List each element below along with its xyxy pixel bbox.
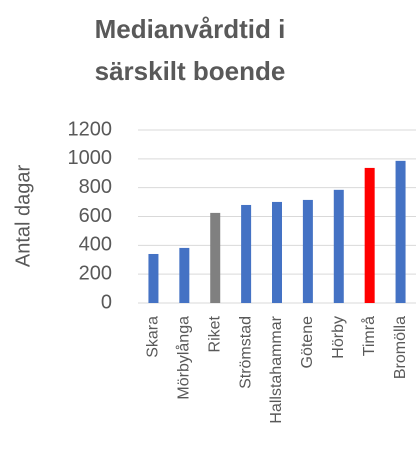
x-tick-label: Strömstad (237, 316, 254, 389)
bar (395, 160, 406, 303)
chart-title: särskilt boende (95, 56, 286, 86)
y-tick-label: 800 (79, 176, 112, 198)
y-tick-label: 400 (79, 234, 112, 256)
y-tick-label: 0 (101, 291, 112, 313)
x-tick-label: Skara (145, 316, 162, 358)
x-tick-label: Timrå (360, 316, 378, 356)
bar (333, 189, 344, 303)
y-tick-label: 1000 (68, 147, 113, 169)
bar (179, 247, 190, 303)
x-tick-label: Mörbylånga (175, 316, 193, 400)
y-axis-label: Antal dagar (12, 165, 34, 268)
bar (302, 199, 313, 303)
x-tick-label: Bromölla (392, 316, 409, 379)
y-tick-label: 600 (79, 205, 112, 227)
chart-title: Medianvårdtid i (95, 14, 286, 44)
bar (210, 212, 221, 303)
y-tick-label: 200 (79, 262, 112, 284)
bar (241, 204, 252, 303)
x-tick-label: Götene (299, 316, 316, 369)
bar (148, 253, 159, 303)
bar (364, 167, 375, 303)
x-tick-label: Hallstahammar (268, 315, 285, 423)
y-tick-label: 1200 (68, 118, 113, 140)
x-tick-label: Hörby (330, 316, 347, 359)
x-tick-label: Riket (206, 315, 223, 352)
bar (272, 201, 282, 303)
